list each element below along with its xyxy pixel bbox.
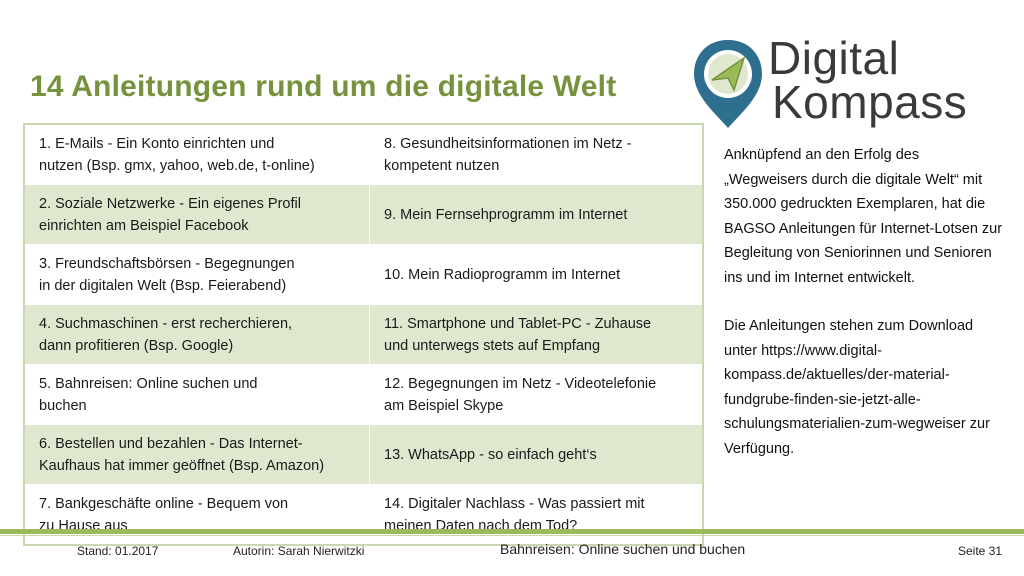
table-cell: 1. E-Mails - Ein Konto einrichten und nu… [23, 123, 370, 185]
footer-divider [0, 529, 1024, 534]
footer-divider-thin [0, 535, 1024, 536]
cell-text: 4. Suchmaschinen - erst recherchieren, d… [39, 315, 293, 354]
table-cell: 6. Bestellen und bezahlen - Das Internet… [23, 424, 370, 485]
description-text: Anknüpfend an den Erfolg des „Wegweisers… [724, 143, 1004, 485]
table-cell: 11. Smartphone und Tablet-PC - Zuhause u… [369, 304, 704, 365]
cell-text: 3. Freundschaftsbörsen - Begegnungen in … [39, 255, 295, 294]
table-row: 3. Freundschaftsbörsen - Begegnungen in … [23, 244, 704, 305]
table-row: 6. Bestellen und bezahlen - Das Internet… [23, 424, 704, 485]
table-cell: 4. Suchmaschinen - erst recherchieren, d… [23, 304, 370, 365]
footer-author: Autorin: Sarah Nierwitzki [233, 544, 365, 558]
cell-text: 5. Bahnreisen: Online suchen und buchen [39, 375, 258, 414]
table-row: 4. Suchmaschinen - erst recherchieren, d… [23, 304, 704, 365]
table-cell: 5. Bahnreisen: Online suchen und buchen [23, 364, 370, 425]
cell-text: 2. Soziale Netzwerke - Ein eigenes Profi… [39, 195, 301, 234]
table-row: 2. Soziale Netzwerke - Ein eigenes Profi… [23, 184, 704, 245]
logo-line-2: Kompass [772, 76, 968, 128]
cell-text: 11. Smartphone und Tablet-PC - Zuhause u… [384, 315, 652, 354]
cell-text: 9. Mein Fernsehprogramm im Internet [384, 206, 628, 223]
page-title: 14 Anleitungen rund um die digitale Welt [30, 70, 617, 103]
table-cell: 9. Mein Fernsehprogramm im Internet [369, 184, 704, 245]
cell-text: 7. Bankgeschäfte online - Bequem von zu … [39, 495, 289, 534]
cell-text: 10. Mein Radioprogramm im Internet [384, 266, 621, 283]
table-cell: 13. WhatsApp - so einfach geht‘s [369, 424, 704, 485]
table-cell: 3. Freundschaftsbörsen - Begegnungen in … [23, 244, 370, 305]
cell-text: 12. Begegnungen im Netz - Videotelefonie… [384, 375, 657, 414]
table-cell: 2. Soziale Netzwerke - Ein eigenes Profi… [23, 184, 370, 245]
description-paragraph-2: Die Anleitungen stehen zum Download unte… [724, 318, 990, 457]
cell-text: 8. Gesundheitsinformationen im Netz - ko… [384, 135, 632, 174]
description-paragraph-1: Anknüpfend an den Erfolg des „Wegweisers… [724, 147, 1003, 286]
table-cell: 8. Gesundheitsinformationen im Netz - ko… [369, 123, 704, 185]
logo-wordmark: Digital Kompass [768, 32, 968, 128]
cell-text: 6. Bestellen und bezahlen - Das Internet… [39, 435, 325, 474]
guides-table: 1. E-Mails - Ein Konto einrichten und nu… [23, 123, 704, 546]
footer-page-number: Seite 31 [958, 544, 1003, 558]
footer-date: Stand: 01.2017 [77, 544, 159, 558]
cell-text: 1. E-Mails - Ein Konto einrichten und nu… [39, 135, 315, 174]
table-cell: 10. Mein Radioprogramm im Internet [369, 244, 704, 305]
table-cell: 7. Bankgeschäfte online - Bequem von zu … [23, 484, 370, 546]
cell-text: 13. WhatsApp - so einfach geht‘s [384, 446, 597, 463]
table-row: 5. Bahnreisen: Online suchen und buchen … [23, 364, 704, 425]
logo-line-1: Digital [768, 32, 900, 84]
digital-kompass-logo: Digital Kompass [690, 32, 990, 132]
table-cell: 12. Begegnungen im Netz - Videotelefonie… [369, 364, 704, 425]
compass-pin-icon [694, 40, 762, 128]
table-row: 1. E-Mails - Ein Konto einrichten und nu… [23, 123, 704, 185]
footer-topic: Bahnreisen: Online suchen und buchen [500, 541, 746, 557]
